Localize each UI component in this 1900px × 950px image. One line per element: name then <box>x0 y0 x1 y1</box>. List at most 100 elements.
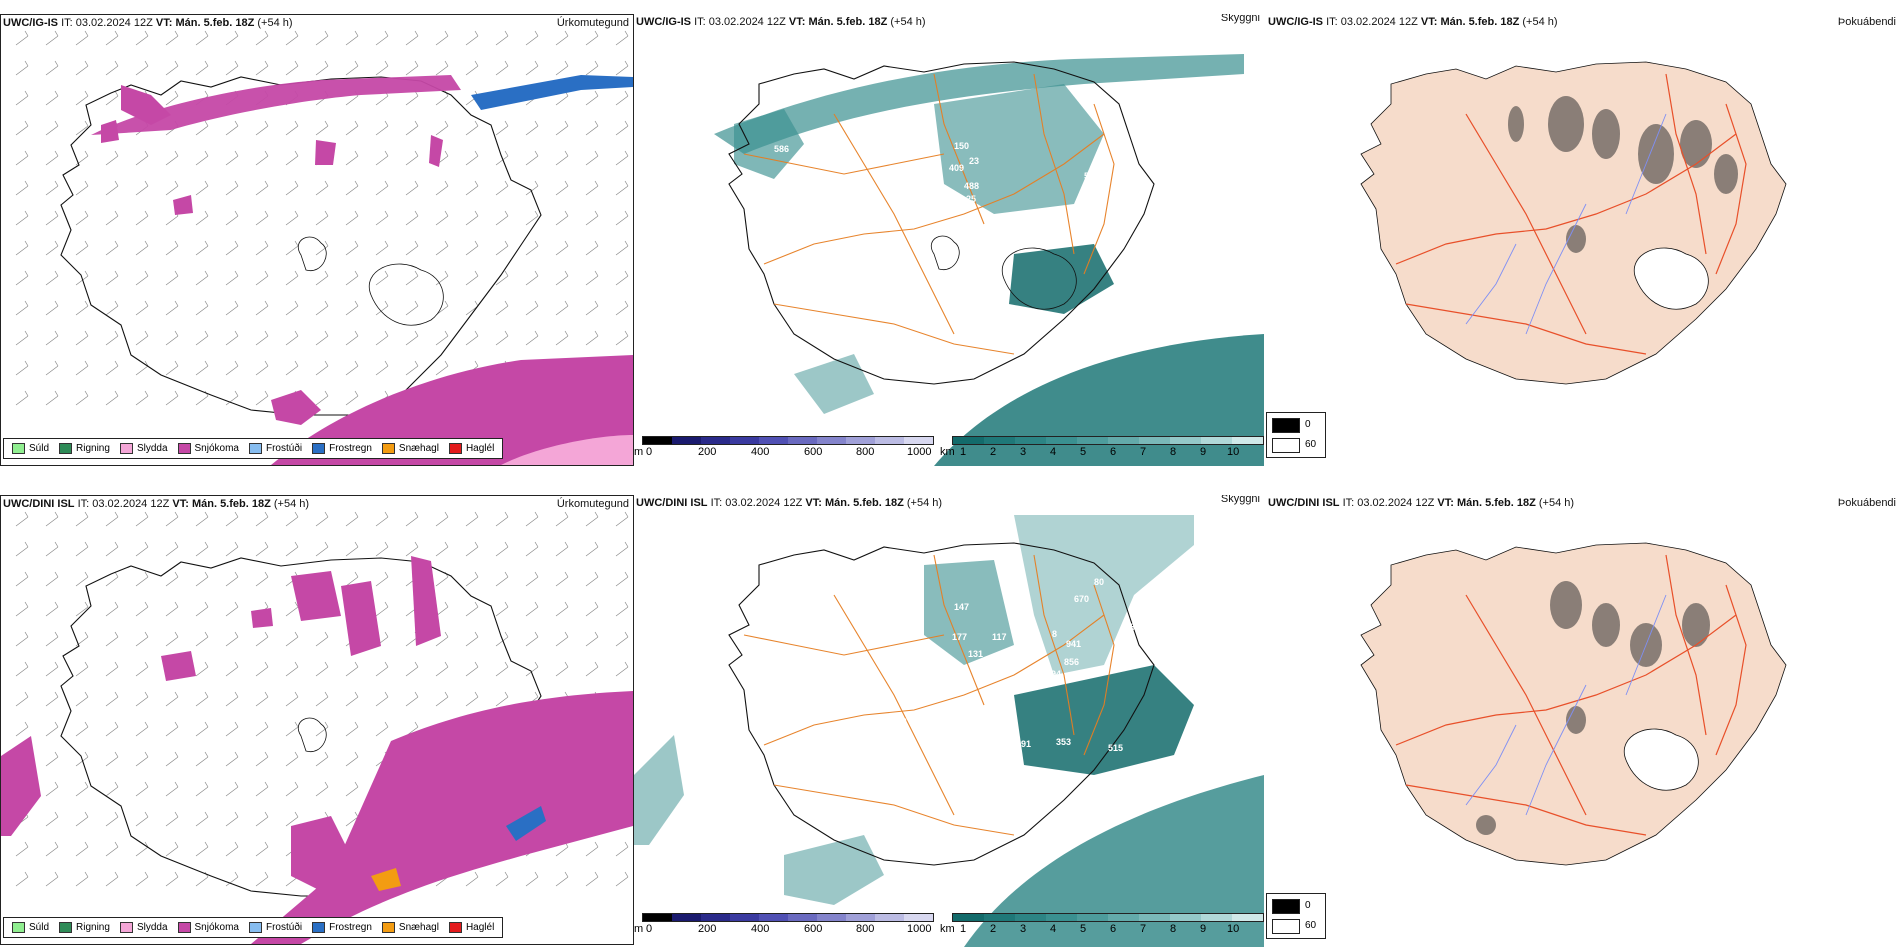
wind-barb <box>135 210 149 226</box>
colorbar-unit: km <box>940 446 955 458</box>
wind-barb <box>195 631 209 647</box>
wind-barb <box>555 150 569 166</box>
snow-south <box>271 355 633 465</box>
wind-barb <box>105 330 119 346</box>
wind-barb <box>225 180 239 196</box>
wind-barb <box>465 661 479 677</box>
wind-barb <box>525 150 539 166</box>
wind-barb <box>465 631 479 647</box>
legend-item: Frostúði <box>248 922 302 933</box>
snow-south-band <box>251 691 633 944</box>
legend-item: Snæhagl <box>381 443 439 454</box>
glacier-lang <box>298 236 327 272</box>
wind-barb <box>345 691 359 707</box>
wind-barb <box>495 691 509 707</box>
snow-sw-patch <box>291 816 351 891</box>
wind-barb <box>405 511 419 527</box>
legend-item: Frostúði <box>248 443 302 454</box>
precip-panel-bottom: UWC/DINI ISL IT: 03.02.2024 12Z VT: Mán.… <box>0 495 634 945</box>
wind-barb <box>465 240 479 256</box>
wind-barb <box>255 30 269 46</box>
wind-barb <box>165 90 179 106</box>
wind-barb <box>405 60 419 76</box>
wind-barb <box>345 270 359 286</box>
colorbar-tick: 7 <box>1140 446 1147 458</box>
visibility-value: 353 <box>1056 737 1071 747</box>
wind-barb <box>555 210 569 226</box>
wind-barb <box>165 180 179 196</box>
visibility-values-top: 150 586 409 23 488 25 59 15 <box>774 141 1149 204</box>
wind-barb <box>555 330 569 346</box>
wind-barb <box>75 571 89 587</box>
fog-rivers <box>1465 594 1667 816</box>
wind-barb <box>405 541 419 557</box>
legend-item: Frostregn <box>312 443 372 454</box>
wind-barb <box>615 541 629 557</box>
wind-barb <box>195 571 209 587</box>
freezing-rain-se <box>506 806 546 841</box>
fog-legend-swatch <box>1272 418 1300 433</box>
fog-legend-top: 0 60 <box>1266 412 1326 458</box>
wind-barb <box>285 541 299 557</box>
legend-swatch <box>119 922 133 933</box>
wind-barb <box>375 120 389 136</box>
visibility-south <box>934 334 1264 466</box>
wind-barb <box>465 330 479 346</box>
visibility-colorbar-top: km 1 2 3 4 5 6 7 8 9 10 <box>940 436 1264 466</box>
visibility-value: 23 <box>969 156 979 166</box>
colorbar-tick: 1 <box>960 923 967 935</box>
visibility-value: 150 <box>954 141 969 151</box>
colorbar-tick: 10 <box>1227 923 1240 935</box>
colorbar-tick: 200 <box>698 446 717 458</box>
visibility-west <box>634 735 684 845</box>
wind-barb <box>225 601 239 617</box>
wind-barb <box>345 150 359 166</box>
visibility-value: 87 <box>1130 622 1140 632</box>
visibility-patch-ne <box>934 84 1104 214</box>
wind-barb <box>255 390 269 406</box>
wind-barb <box>105 751 119 767</box>
wind-barb <box>405 300 419 316</box>
wind-barb <box>165 240 179 256</box>
wind-barb <box>135 511 149 527</box>
wind-barb <box>285 60 299 76</box>
visibility-panel-bottom: 80 670 147 48 177 117 131 8 941 856 294 … <box>634 495 1264 947</box>
wind-barb <box>105 210 119 226</box>
wind-barb <box>75 30 89 46</box>
wind-barb <box>525 871 539 887</box>
wind-barb <box>375 661 389 677</box>
legend-swatch <box>312 443 326 454</box>
wind-barb <box>465 150 479 166</box>
legend-item: Frostregn <box>312 922 372 933</box>
wind-barb <box>255 721 269 737</box>
wind-barb <box>495 240 509 256</box>
colorbar-unit: km <box>940 923 955 935</box>
iceland-outline <box>728 542 1155 866</box>
wind-barb <box>555 871 569 887</box>
wind-barb <box>375 150 389 166</box>
visibility-map-bottom: 80 670 147 48 177 117 131 8 941 856 294 … <box>634 515 1264 947</box>
wind-barb <box>15 871 29 887</box>
wind-barb <box>585 90 599 106</box>
wind-barb <box>255 150 269 166</box>
wind-barb <box>45 661 59 677</box>
wind-barb <box>525 541 539 557</box>
panel-title-bottom-visibility: UWC/DINI ISL IT: 03.02.2024 12Z VT: Mán.… <box>636 497 943 509</box>
wind-barb <box>555 270 569 286</box>
wind-barb <box>465 571 479 587</box>
wind-barb <box>465 511 479 527</box>
wind-barb <box>105 360 119 376</box>
wind-barb <box>195 781 209 797</box>
wind-barb <box>135 300 149 316</box>
wind-barb <box>255 330 269 346</box>
colorbar-tick: 6 <box>1110 446 1117 458</box>
wind-barb <box>285 631 299 647</box>
wind-barb <box>45 180 59 196</box>
wind-barb <box>195 751 209 767</box>
wind-barb <box>15 841 29 857</box>
wind-barb <box>345 751 359 767</box>
wind-barb <box>495 270 509 286</box>
wind-barb <box>255 270 269 286</box>
wind-barb <box>135 691 149 707</box>
wind-barb <box>75 811 89 827</box>
